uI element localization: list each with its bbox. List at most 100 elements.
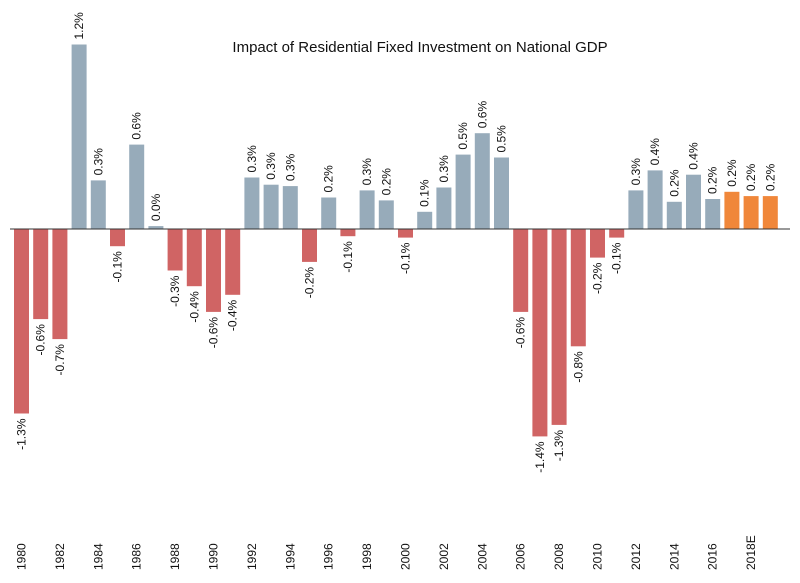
x-tick-labels-group: 1980 1982 1984 1986 1988 1990 1992 1994 1996 1998… xyxy=(15,535,759,570)
data-label-1986: 0.6% xyxy=(130,112,144,140)
data-label-2010: -0.2% xyxy=(591,262,605,294)
bar-2015 xyxy=(686,174,701,229)
data-label-2008: -1.3% xyxy=(552,430,566,462)
data-label-1995: -0.2% xyxy=(303,267,317,299)
bar-1987 xyxy=(148,226,164,229)
data-label-2003: 0.5% xyxy=(456,122,470,150)
bar-2001 xyxy=(417,211,433,229)
data-label-1993: 0.3% xyxy=(264,152,278,180)
data-label-1983: 1.2% xyxy=(72,12,86,40)
bar-1983 xyxy=(71,44,87,229)
x-tick-2018e: 2018E xyxy=(744,535,758,570)
bar-2014 xyxy=(666,201,682,229)
x-tick-2016: 2016 xyxy=(706,543,720,570)
data-label-2004: 0.6% xyxy=(475,101,489,129)
x-tick-2006: 2006 xyxy=(514,543,528,570)
bar-2005 xyxy=(494,157,509,229)
data-label-2016: 0.2% xyxy=(706,166,720,194)
data-label-1996: 0.2% xyxy=(322,165,336,193)
bar-1984 xyxy=(90,180,106,229)
chart-title: Impact of Residential Fixed Investment o… xyxy=(232,39,607,56)
data-labels-group: -1.3% -0.6% -0.7% 1.2% 0.3% -0.1% 0.6% 0.0% -0.3… xyxy=(15,12,778,473)
bar-1981 xyxy=(33,229,49,320)
data-label-2011: -0.1% xyxy=(610,242,624,274)
data-label-1991: -0.4% xyxy=(226,299,240,331)
bar-2012 xyxy=(628,190,644,229)
bar-1999 xyxy=(378,200,394,229)
data-label-2000: -0.1% xyxy=(399,242,413,274)
data-label-1988: -0.3% xyxy=(168,275,182,307)
data-label-1985: -0.1% xyxy=(111,251,125,283)
bar-2008 xyxy=(551,229,567,425)
data-label-2014: 0.2% xyxy=(667,169,681,197)
x-tick-1982: 1982 xyxy=(53,543,67,570)
x-tick-2002: 2002 xyxy=(437,543,451,570)
data-label-2015: 0.4% xyxy=(687,142,701,170)
bar-2006 xyxy=(513,229,529,312)
data-label-2005: 0.5% xyxy=(495,125,509,153)
data-label-1994: 0.3% xyxy=(283,153,297,181)
bar-1989 xyxy=(186,229,202,287)
bar-1991 xyxy=(225,229,241,295)
bar-1992 xyxy=(244,177,260,229)
bar-1994 xyxy=(282,186,298,229)
bar-2016 xyxy=(705,199,721,229)
bar-2017 xyxy=(724,191,740,229)
data-label-1989: -0.4% xyxy=(187,291,201,323)
bars-group xyxy=(14,44,778,437)
data-label-2017: 0.2% xyxy=(725,159,739,187)
data-label-1992: 0.3% xyxy=(245,145,259,173)
data-label-2018e: 0.2% xyxy=(744,163,758,191)
data-label-2006: -0.6% xyxy=(514,317,528,349)
bar-1993 xyxy=(263,184,279,229)
bar-1985 xyxy=(110,229,125,247)
bar-2003 xyxy=(455,154,471,229)
data-label-1987: 0.0% xyxy=(149,193,163,221)
x-tick-2012: 2012 xyxy=(629,543,643,570)
x-tick-1980: 1980 xyxy=(15,543,29,570)
x-tick-2000: 2000 xyxy=(399,543,413,570)
x-tick-2004: 2004 xyxy=(475,543,489,570)
x-tick-1998: 1998 xyxy=(360,543,374,570)
x-tick-1990: 1990 xyxy=(207,543,221,570)
data-label-1999: 0.2% xyxy=(379,168,393,196)
data-label-2002: 0.3% xyxy=(437,155,451,183)
x-tick-2008: 2008 xyxy=(552,543,566,570)
x-tick-1994: 1994 xyxy=(283,543,297,570)
bar-2010 xyxy=(590,229,605,258)
bar-2018e xyxy=(743,196,759,229)
data-label-2001: 0.1% xyxy=(418,179,432,207)
data-label-1981: -0.6% xyxy=(34,324,48,356)
x-tick-1988: 1988 xyxy=(168,543,182,570)
bar-2009 xyxy=(570,229,586,347)
bar-1995 xyxy=(302,229,317,262)
bar-1980 xyxy=(14,229,29,414)
data-label-1998: 0.3% xyxy=(360,158,374,186)
data-label-1990: -0.6% xyxy=(207,317,221,349)
data-label-2012: 0.3% xyxy=(629,158,643,186)
x-tick-1986: 1986 xyxy=(130,543,144,570)
bar-1997 xyxy=(340,229,356,237)
x-tick-2014: 2014 xyxy=(667,543,681,570)
data-label-2007: -1.4% xyxy=(533,441,547,473)
bar-1982 xyxy=(52,229,68,340)
x-tick-1992: 1992 xyxy=(245,543,259,570)
bar-2019 xyxy=(762,196,778,229)
data-label-1980: -1.3% xyxy=(15,418,29,450)
x-tick-2010: 2010 xyxy=(591,543,605,570)
data-label-2009: -0.8% xyxy=(571,351,585,383)
bar-1988 xyxy=(167,229,183,271)
bar-1986 xyxy=(129,144,145,229)
x-tick-1996: 1996 xyxy=(322,543,336,570)
data-label-1984: 0.3% xyxy=(91,148,105,176)
bar-2004 xyxy=(474,133,490,229)
bar-2007 xyxy=(532,229,548,437)
data-label-1997: -0.1% xyxy=(341,241,355,273)
bar-1998 xyxy=(359,190,375,229)
bar-1996 xyxy=(321,197,337,229)
bar-2002 xyxy=(436,187,452,229)
bar-2013 xyxy=(647,170,663,229)
data-label-2013: 0.4% xyxy=(648,138,662,166)
bar-2011 xyxy=(609,229,625,238)
